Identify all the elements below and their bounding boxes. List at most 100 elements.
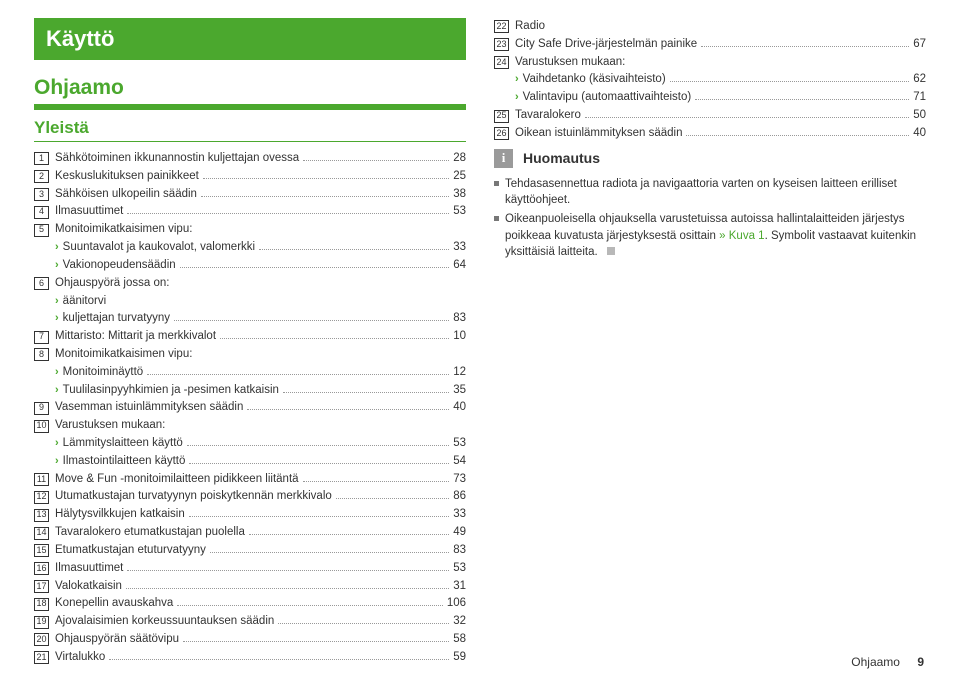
entry-page-number: 73 [453, 471, 466, 489]
index-entry: 24Varustuksen mukaan: [494, 54, 926, 72]
index-entry: 19Ajovalaisimien korkeussuuntauksen sääd… [34, 613, 466, 631]
entry-label: Hälytysvilkkujen katkaisin [55, 506, 185, 524]
heading-kaytto: Käyttö [34, 18, 466, 60]
chevron-right-icon: › [515, 89, 519, 106]
footer-section: Ohjaamo [851, 655, 900, 669]
entry-page-number: 49 [453, 524, 466, 542]
entry-label: Vasemman istuinlämmityksen säädin [55, 399, 243, 417]
index-subentry: ›Vaihdetanko (käsivaihteisto)62 [494, 71, 926, 89]
entry-page-number: 71 [913, 89, 926, 107]
entry-page-number: 106 [447, 595, 466, 613]
dot-leader [695, 99, 909, 100]
index-number-box: 4 [34, 206, 49, 219]
dot-leader [127, 570, 449, 571]
index-entry: 23City Safe Drive-järjestelmän painike67 [494, 36, 926, 54]
entry-page-number: 32 [453, 613, 466, 631]
entry-label: Valokatkaisin [55, 578, 122, 596]
entry-page-number: 10 [453, 328, 466, 346]
dot-leader [203, 178, 449, 179]
index-entry: 20Ohjauspyörän säätövipu58 [34, 631, 466, 649]
index-number-box: 19 [34, 616, 49, 629]
dot-leader [303, 160, 449, 161]
dot-leader [187, 445, 449, 446]
entry-label: City Safe Drive-järjestelmän painike [515, 36, 697, 54]
index-number-box: 7 [34, 331, 49, 344]
left-entry-list: 1Sähkötoiminen ikkunannostin kuljettajan… [34, 150, 466, 667]
index-number-box: 10 [34, 420, 49, 433]
entry-page-number: 35 [453, 382, 466, 400]
entry-page-number: 59 [453, 649, 466, 667]
chevron-right-icon: › [55, 382, 59, 399]
index-subentry: ›Valintavipu (automaattivaihteisto)71 [494, 89, 926, 107]
entry-label: Keskuslukituksen painikkeet [55, 168, 199, 186]
notice-text: Tehdasasennettua radiota ja navigaattori… [505, 176, 926, 209]
entry-page-number: 31 [453, 578, 466, 596]
index-entry: 25Tavaralokero50 [494, 107, 926, 125]
entry-label: Virtalukko [55, 649, 105, 667]
heading-ohjaamo: Ohjaamo [34, 66, 466, 110]
index-entry: 6Ohjauspyörä jossa on: [34, 275, 466, 293]
dot-leader [177, 605, 443, 606]
entry-page-number: 38 [453, 186, 466, 204]
entry-label: Ilmastointilaitteen käyttö [63, 453, 186, 471]
entry-label: Sähköisen ulkopeilin säädin [55, 186, 197, 204]
dot-leader [259, 249, 449, 250]
end-square-icon [607, 247, 615, 255]
entry-page-number: 54 [453, 453, 466, 471]
chevron-right-icon: › [55, 239, 59, 256]
entry-page-number: 67 [913, 36, 926, 54]
index-subentry: ›Monitoiminäyttö12 [34, 364, 466, 382]
entry-label: Monitoimikatkaisimen vipu: [55, 221, 192, 239]
index-entry: 26Oikean istuinlämmityksen säädin40 [494, 125, 926, 143]
entry-label: Move & Fun -monitoimilaitteen pidikkeen … [55, 471, 299, 489]
chevron-right-icon: › [55, 293, 59, 310]
index-number-box: 6 [34, 277, 49, 290]
chevron-right-icon: › [55, 364, 59, 381]
index-entry: 11Move & Fun -monitoimilaitteen pidikkee… [34, 471, 466, 489]
entry-label: Varustuksen mukaan: [515, 54, 625, 72]
index-entry: 21Virtalukko59 [34, 649, 466, 667]
entry-page-number: 58 [453, 631, 466, 649]
index-number-box: 20 [34, 633, 49, 646]
entry-page-number: 83 [453, 310, 466, 328]
notice-bullet: Oikeanpuoleisella ohjauksella varustetui… [494, 211, 926, 261]
left-column: Käyttö Ohjaamo Yleistä 1Sähkötoiminen ik… [34, 18, 466, 667]
dot-leader [278, 623, 449, 624]
index-entry: 2Keskuslukituksen painikkeet25 [34, 168, 466, 186]
entry-page-number: 50 [913, 107, 926, 125]
dot-leader [126, 588, 449, 589]
dot-leader [174, 320, 449, 321]
index-subentry: ›äänitorvi [34, 293, 466, 311]
dot-leader [201, 196, 449, 197]
figure-link[interactable]: » Kuva 1 [719, 230, 764, 242]
dot-leader [247, 409, 449, 410]
dot-leader [336, 498, 449, 499]
index-entry: 17 Valokatkaisin 31 [34, 578, 466, 596]
heading-yleista: Yleistä [34, 110, 466, 142]
index-entry: 22Radio [494, 18, 926, 36]
dot-leader [127, 213, 449, 214]
entry-page-number: 33 [453, 506, 466, 524]
entry-page-number: 53 [453, 560, 466, 578]
entry-page-number: 53 [453, 203, 466, 221]
index-number-box: 9 [34, 402, 49, 415]
notice-text: Oikeanpuoleisella ohjauksella varustetui… [505, 211, 926, 261]
index-number-box: 26 [494, 127, 509, 140]
index-subentry: ›Tuulilasinpyyhkimien ja -pesimen katkai… [34, 382, 466, 400]
entry-page-number: 40 [913, 125, 926, 143]
dot-leader [109, 659, 449, 660]
dot-leader [670, 81, 910, 82]
index-number-box: 25 [494, 110, 509, 123]
dot-leader [686, 135, 909, 136]
index-number-box: 17 [34, 580, 49, 593]
dot-leader [220, 338, 449, 339]
entry-page-number: 53 [453, 435, 466, 453]
index-number-box: 5 [34, 224, 49, 237]
entry-label: Konepellin avauskahva [55, 595, 173, 613]
entry-label: Etumatkustajan etuturvatyyny [55, 542, 206, 560]
index-subentry: ›kuljettajan turvatyyny83 [34, 310, 466, 328]
entry-page-number: 86 [453, 488, 466, 506]
entry-label: Ilmasuuttimet [55, 560, 123, 578]
index-entry: 16Ilmasuuttimet53 [34, 560, 466, 578]
index-entry: 1Sähkötoiminen ikkunannostin kuljettajan… [34, 150, 466, 168]
